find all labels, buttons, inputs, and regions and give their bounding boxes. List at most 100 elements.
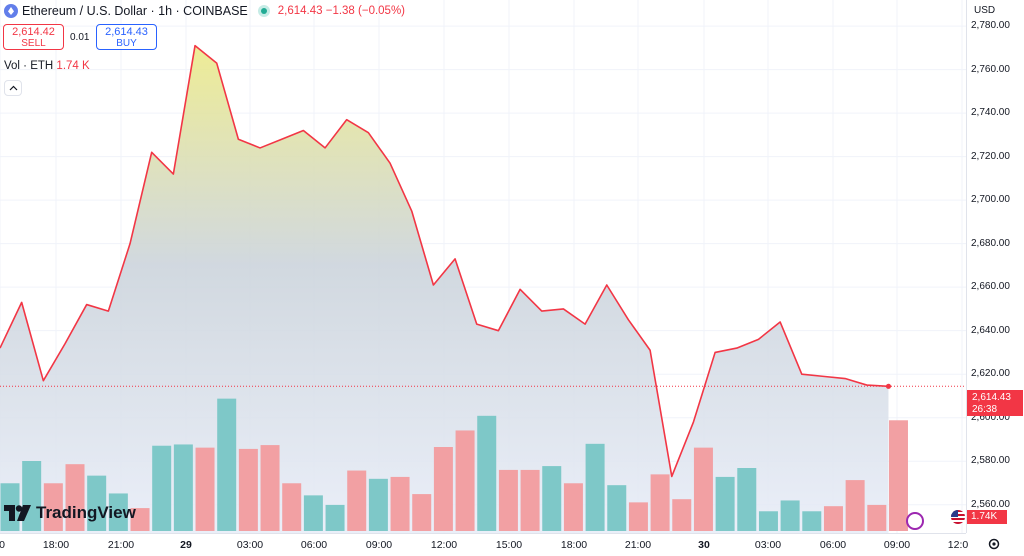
us-flag-icon (951, 510, 965, 524)
volume-bar (368, 478, 388, 531)
last-price-value: 2,614.43 (972, 392, 1011, 403)
price-tick-label: 2,720.00 (971, 150, 1010, 162)
volume-bar (672, 499, 692, 531)
last-volume-tag: 1.74K (967, 510, 1007, 524)
ethereum-logo-icon (4, 4, 18, 18)
volume-bar (498, 469, 518, 531)
time-tick-label: 03:00 (754, 539, 782, 551)
volume-bar (650, 474, 670, 531)
price-tick-label: 2,780.00 (971, 20, 1010, 32)
gear-icon[interactable] (987, 537, 1001, 551)
price-tick-label: 2,600.00 (971, 411, 1010, 423)
symbol-header: Ethereum / U.S. Dollar · 1h · COINBASE 2… (0, 0, 405, 22)
price-tick-label: 2,760.00 (971, 63, 1010, 75)
buy-label: BUY (116, 38, 137, 49)
volume-bar (130, 508, 150, 531)
time-tick-label: 21:00 (107, 539, 135, 551)
price-volume-chart[interactable] (0, 0, 966, 533)
buy-price: 2,614.43 (105, 26, 148, 38)
time-tick-label: 15:00 (495, 539, 523, 551)
volume-bar (563, 483, 583, 531)
collapse-legend-button[interactable] (4, 80, 22, 96)
volume-bar (303, 495, 323, 531)
price-line (0, 44, 889, 478)
price-tick-label: 2,560.00 (971, 498, 1010, 510)
volume-bar (217, 398, 237, 531)
time-tick-label: 12:0 (947, 539, 969, 551)
time-tick-label: 29 (180, 539, 192, 551)
volume-bar (325, 504, 345, 531)
tradingview-logo[interactable]: TradingView (4, 503, 136, 523)
sell-label: SELL (21, 38, 46, 49)
spread-value: 0.01 (70, 32, 90, 43)
time-tick-label: 18:00 (560, 539, 588, 551)
chevron-up-icon (9, 85, 18, 91)
buy-button[interactable]: 2,614.43 BUY (96, 24, 157, 50)
price-tick-label: 2,700.00 (971, 194, 1010, 206)
time-tick-label: 06:00 (819, 539, 847, 551)
bar-countdown: 26:38 (972, 404, 998, 415)
time-tick-label: 09:00 (883, 539, 911, 551)
symbol-title[interactable]: Ethereum / U.S. Dollar · 1h · COINBASE (22, 4, 248, 18)
volume-bar (87, 475, 107, 531)
volume-legend[interactable]: Vol · ETH 1.74 K (4, 60, 90, 72)
time-tick-label: 21:00 (624, 539, 652, 551)
time-tick-label: 12:00 (430, 539, 458, 551)
tradingview-logo-icon (4, 505, 31, 521)
price-tick-label: 2,580.00 (971, 455, 1010, 467)
volume-bar (477, 415, 497, 531)
time-tick-label: 09:00 (365, 539, 393, 551)
time-tick-label: 18:00 (42, 539, 70, 551)
volume-bar (43, 483, 63, 531)
volume-label: Vol · ETH (4, 60, 54, 72)
volume-bar (390, 476, 410, 531)
volume-bar (347, 470, 367, 531)
price-tick-label: 2,640.00 (971, 324, 1010, 336)
volume-bar (412, 494, 432, 531)
currency-label[interactable]: USD (974, 5, 996, 16)
volume-bar (715, 476, 735, 531)
volume-bar (542, 466, 562, 531)
price-tick-label: 2,660.00 (971, 281, 1010, 293)
market-open-status-icon[interactable] (257, 5, 270, 17)
volume-bar (433, 447, 453, 531)
volume-bar (585, 443, 605, 531)
volume-bar (888, 420, 908, 531)
volume-bar (260, 445, 280, 531)
volume-value: 1.74 K (56, 60, 90, 72)
price-axis[interactable] (966, 0, 1024, 533)
time-tick-label: 0 (0, 539, 5, 551)
time-tick-label: 06:00 (300, 539, 328, 551)
price-tick-label: 2,680.00 (971, 237, 1010, 249)
time-axis[interactable] (0, 533, 966, 556)
sell-price: 2,614.42 (12, 26, 55, 38)
volume-bar (520, 469, 540, 531)
time-tick-label: 30 (698, 539, 710, 551)
brand-name: TradingView (36, 503, 136, 522)
sell-button[interactable]: 2,614.42 SELL (3, 24, 64, 50)
volume-bar (693, 447, 713, 531)
volume-bar (802, 511, 822, 531)
volume-bar (282, 483, 302, 531)
volume-bar (823, 506, 843, 531)
volume-bar (238, 448, 258, 531)
volume-bar (455, 430, 475, 531)
volume-bar (195, 447, 215, 531)
volume-bar (867, 504, 887, 531)
last-price-tag: 2,614.43 26:38 (967, 390, 1023, 416)
time-tick-label: 03:00 (236, 539, 264, 551)
price-tick-label: 2,620.00 (971, 368, 1010, 380)
volume-bar (845, 480, 865, 531)
volume-bar (108, 493, 128, 531)
magic-sparkle-icon[interactable] (906, 512, 924, 530)
last-price-marker (885, 383, 892, 389)
volume-bar (607, 485, 627, 531)
volume-bar (173, 444, 193, 531)
volume-bar (65, 464, 85, 531)
price-tick-label: 2,740.00 (971, 107, 1010, 119)
volume-bar (152, 445, 172, 531)
volume-bar (780, 500, 800, 531)
volume-bar (737, 468, 757, 531)
volume-bar (628, 502, 648, 531)
volume-bar (758, 511, 778, 531)
